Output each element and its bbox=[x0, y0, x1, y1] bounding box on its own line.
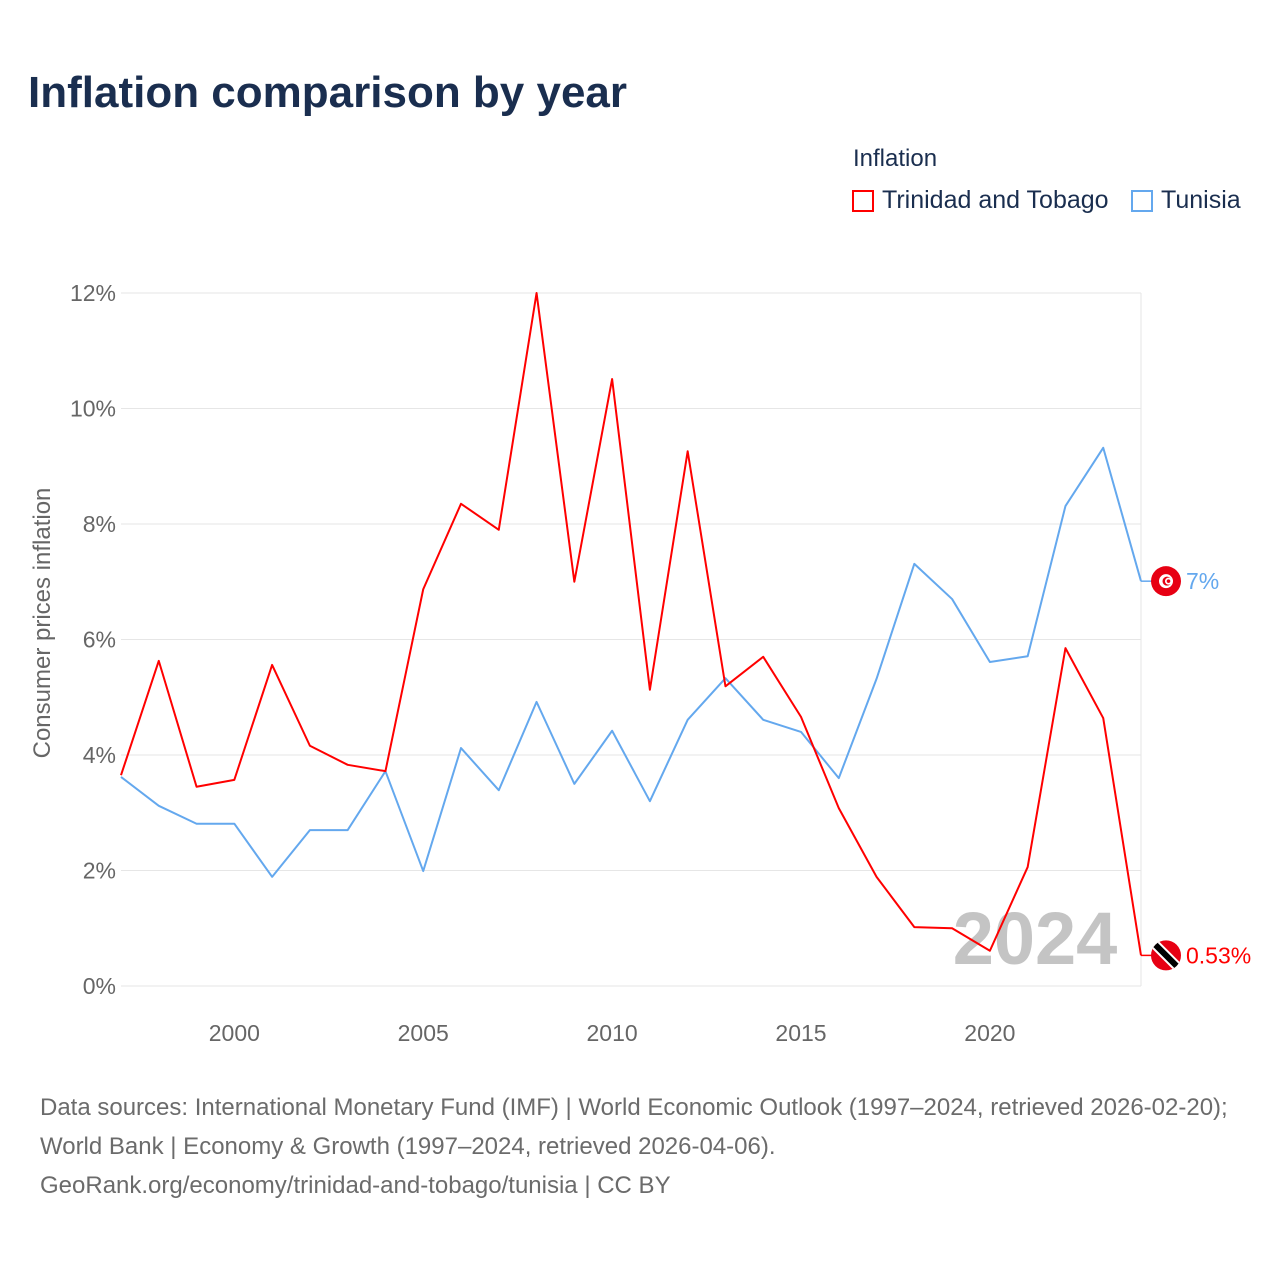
legend-item-trinidad[interactable]: Trinidad and Tobago bbox=[852, 186, 1109, 215]
year-watermark: 2024 bbox=[953, 897, 1118, 980]
x-tick-label: 2000 bbox=[209, 1020, 260, 1046]
flag-star bbox=[1166, 579, 1171, 583]
y-tick-label: 12% bbox=[70, 280, 116, 306]
y-tick-label: 6% bbox=[83, 627, 116, 653]
series-line-trinidad bbox=[120, 292, 1142, 956]
tunisia-flag-icon bbox=[1151, 566, 1181, 597]
trinidad-flag-icon bbox=[1151, 940, 1181, 971]
legend-swatch bbox=[1131, 189, 1153, 212]
legend-title: Inflation bbox=[853, 145, 938, 172]
legend-label: Tunisia bbox=[1161, 186, 1241, 214]
legend-swatch bbox=[852, 189, 874, 212]
y-tick-label: 4% bbox=[83, 742, 116, 768]
end-value-label: 0.53% bbox=[1186, 942, 1251, 968]
x-tick-label: 2020 bbox=[964, 1020, 1015, 1046]
x-tick-label: 2010 bbox=[587, 1020, 638, 1046]
credit-link[interactable]: GeoRank.org/economy/trinidad-and-tobago/… bbox=[40, 1172, 671, 1199]
legend-item-tunisia[interactable]: Tunisia bbox=[1131, 186, 1241, 215]
x-tick-label: 2015 bbox=[775, 1020, 826, 1046]
source-note: Data sources: International Monetary Fun… bbox=[40, 1088, 1250, 1205]
y-tick-label: 10% bbox=[70, 396, 116, 422]
x-tick-label: 2005 bbox=[398, 1020, 449, 1046]
end-value-label: 7% bbox=[1186, 568, 1219, 594]
data-sources: Data sources: International Monetary Fun… bbox=[40, 1094, 1228, 1160]
series-line-tunisia bbox=[120, 446, 1142, 878]
y-tick-label: 8% bbox=[83, 511, 116, 537]
chart-title: Inflation comparison by year bbox=[28, 68, 628, 117]
y-axis-label: Consumer prices inflation bbox=[29, 488, 56, 759]
y-tick-label: 0% bbox=[83, 973, 116, 999]
legend-label: Trinidad and Tobago bbox=[882, 186, 1109, 214]
y-tick-label: 2% bbox=[83, 858, 116, 884]
